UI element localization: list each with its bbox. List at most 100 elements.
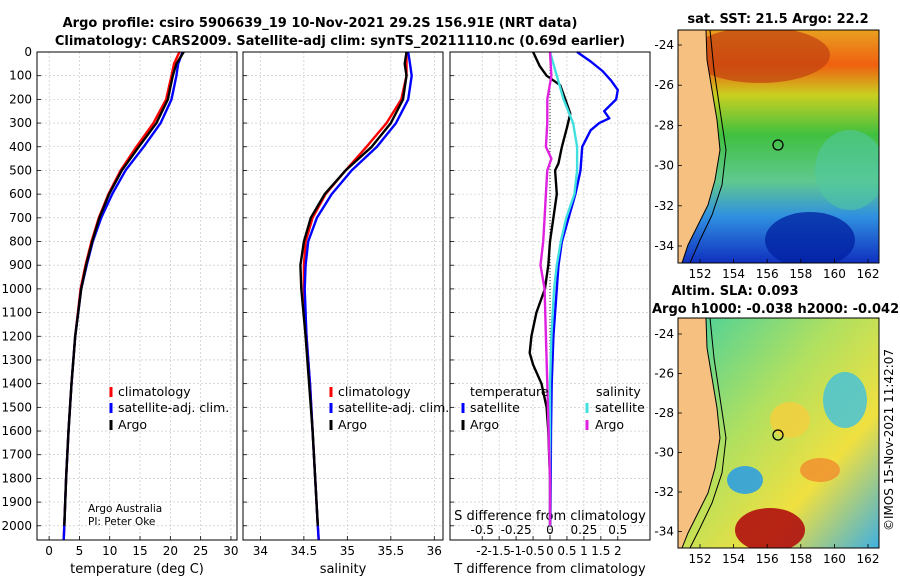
x-tick-label: 34	[253, 544, 268, 558]
difference-profile-panel: -2 -1.5 -1 -0.5 0 0.5 1 1.5 2-0.5 -0.25 0 0.25 0.5S …	[449, 51, 651, 577]
sla-anomaly-5	[823, 372, 867, 428]
y-tick-label: 100	[9, 69, 32, 83]
sst-map	[678, 30, 879, 263]
lat-tick-label: -30	[654, 446, 674, 460]
lat-tick-label: -32	[654, 485, 674, 499]
sst-map-axes: -24 -26 -28 -30 -32 -34 152 154 156 158 160 162	[654, 38, 879, 281]
y-tick-label: 2000	[1, 519, 32, 533]
imos-timestamp: ©IMOS 15-Nov-2021 11:42:07	[882, 349, 896, 531]
y-tick-label: 1600	[1, 424, 32, 438]
x-tick-label: -1	[510, 544, 522, 558]
y-tick-label: 300	[9, 116, 32, 130]
y-tick-label: 1100	[1, 306, 32, 320]
x-tick-label: 0	[45, 544, 53, 558]
x-tick-label: 1.5	[591, 544, 610, 558]
legend-temperature-heading: temperature	[470, 384, 549, 399]
plot-area	[243, 52, 443, 540]
sla-map-frame	[677, 317, 880, 549]
sla-map-title-line-1: Altim. SLA: 0.093	[672, 284, 799, 299]
legend-argo-label: Argo	[338, 417, 367, 432]
lon-tick-label: 156	[756, 267, 779, 281]
legend-salinity-heading: salinity	[596, 384, 641, 399]
sla-argo-location-marker	[772, 429, 784, 441]
sla-anomaly-4	[800, 458, 840, 482]
sla-anomaly-2	[735, 508, 805, 548]
y-tick-label: 700	[9, 211, 32, 225]
salinity-profile-panel: 34 34.5 35 35.5 36 salinity	[242, 51, 444, 577]
x-tick-label: 36	[427, 544, 442, 558]
lon-tick-label: 160	[823, 552, 846, 566]
legend-salinity-satellite-label: satellite	[595, 400, 645, 415]
lat-tick-label: -28	[654, 118, 674, 132]
plot-area	[37, 52, 237, 540]
sla-land	[678, 318, 721, 548]
x-top-tick-label: 0.5	[608, 523, 627, 537]
sst-cool-patch	[765, 212, 855, 263]
series-line-temperature-satellite	[549, 51, 619, 526]
y-tick-label: 400	[9, 140, 32, 154]
y-tick-label: 1400	[1, 377, 32, 391]
sla-map	[678, 318, 879, 548]
lon-tick-label: 154	[722, 552, 745, 566]
plot-frame	[36, 51, 238, 541]
x-tick-label: -2	[476, 544, 488, 558]
x-tick-label: 35.5	[377, 544, 404, 558]
x-tick-label: 2	[614, 544, 622, 558]
x-top-tick-label: 0.25	[571, 523, 598, 537]
sla-anomaly-1	[770, 402, 810, 438]
x-tick-label: 20	[163, 544, 178, 558]
temperature-profile-panel: 0100200300400500600700800900100011001200…	[1, 45, 238, 577]
sla-map-axes: -24 -26 -28 -30 -32 -34 152 154 156 158 160 162	[654, 327, 879, 566]
figure-title-line-1: Argo profile: csiro 5906639_19 10-Nov-20…	[63, 16, 578, 31]
y-tick-label: 1200	[1, 329, 32, 343]
x-tick-label: 0	[546, 544, 554, 558]
y-tick-label: 600	[9, 187, 32, 201]
lon-tick-label: 162	[857, 267, 880, 281]
series-line-temperature-argo	[528, 51, 572, 526]
credit-line-1: Argo Australia	[88, 503, 162, 515]
legend-climatology-label: climatology	[118, 384, 191, 399]
figure-title-line-2: Climatology: CARS2009. Satellite-adj cli…	[55, 34, 625, 49]
sst-warm-patch	[690, 30, 830, 83]
x-top-tick-label: -0.5	[470, 523, 493, 537]
y-tick-label: 900	[9, 258, 32, 272]
series-line-argo	[299, 51, 408, 526]
lat-tick-label: -34	[654, 525, 674, 539]
salinity-legend: climatology satellite-adj. clim. Argo	[329, 384, 449, 432]
lon-tick-label: 160	[823, 267, 846, 281]
y-tick-label: 800	[9, 235, 32, 249]
y-tick-label: 1800	[1, 471, 32, 485]
x-tick-label: 1	[580, 544, 588, 558]
x-axis-label: salinity	[320, 562, 367, 577]
lat-tick-label: -26	[654, 78, 674, 92]
x-tick-label: 15	[132, 544, 147, 558]
series-line-salinity-argo	[539, 51, 553, 526]
legend-satellite-adj-label: satellite-adj. clim.	[338, 400, 449, 415]
lon-tick-label: 154	[722, 267, 745, 281]
y-tick-label: 1900	[1, 495, 32, 509]
x-tick-label: 34.5	[291, 544, 318, 558]
series-line-salinity-satellite	[548, 51, 579, 526]
sst-land	[678, 30, 721, 263]
y-tick-label: 500	[9, 163, 32, 177]
legend-climatology-label: climatology	[338, 384, 411, 399]
y-tick-label: 1700	[1, 448, 32, 462]
credit-line-2: PI: Peter Oke	[88, 516, 155, 528]
y-tick-label: 200	[9, 92, 32, 106]
x-top-tick-label: -0.25	[501, 523, 532, 537]
x-tick-label: 30	[223, 544, 238, 558]
lat-tick-label: -30	[654, 159, 674, 173]
x-tick-label: 5	[76, 544, 84, 558]
lon-tick-label: 152	[689, 267, 712, 281]
sst-argo-location-marker	[772, 139, 784, 151]
lon-tick-label: 162	[857, 552, 880, 566]
x-tick-label: 35	[340, 544, 355, 558]
lon-tick-label: 152	[689, 552, 712, 566]
lat-tick-label: -32	[654, 199, 674, 213]
sla-map-title-line-2: Argo h1000: -0.038 h2000: -0.042	[652, 302, 899, 317]
x-axis-label: temperature (deg C)	[70, 562, 204, 577]
legend-argo-label: Argo	[118, 417, 147, 432]
sst-teal-patch	[815, 130, 879, 210]
sla-shelf-contour	[689, 318, 727, 548]
lon-tick-label: 156	[756, 552, 779, 566]
